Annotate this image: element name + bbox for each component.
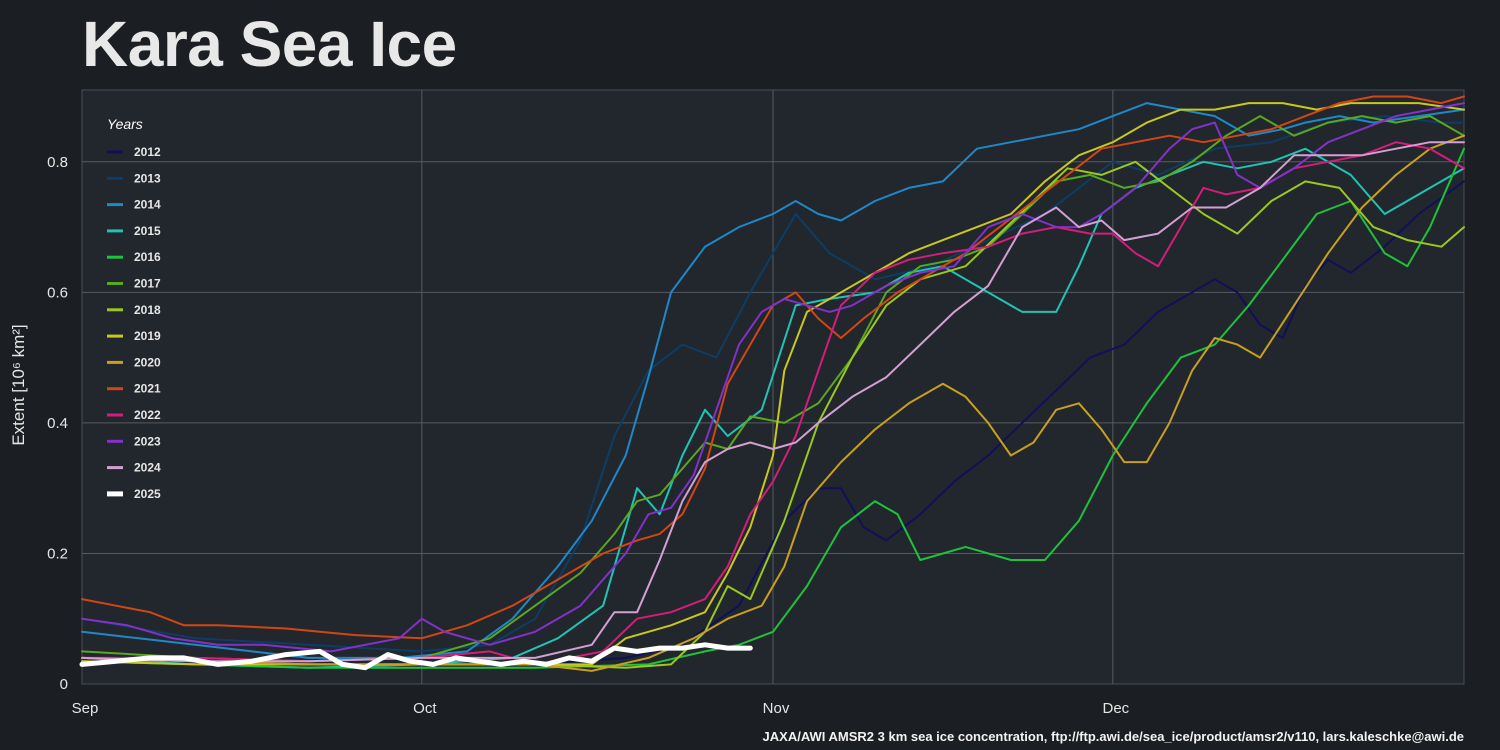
series-line-2023 (81, 102, 1465, 653)
x-tick-label: Dec (1102, 700, 1129, 717)
source-footer: JAXA/AWI AMSR2 3 km sea ice concentratio… (762, 729, 1464, 744)
legend-item-2025[interactable]: 2025 (107, 487, 161, 501)
x-axis-ticks: Sep Oct Nov Dec (72, 700, 1130, 717)
legend-item-2023[interactable]: 2023 (107, 434, 161, 448)
legend-title: Years (107, 116, 143, 132)
legend-item-2020[interactable]: 2020 (107, 355, 161, 369)
legend-item-2019[interactable]: 2019 (107, 329, 161, 343)
series-line-2018 (81, 160, 1465, 669)
legend-label: 2025 (134, 487, 161, 501)
gridlines (82, 90, 1464, 684)
legend-label: 2015 (134, 224, 161, 238)
y-tick-label: 0.4 (47, 415, 68, 432)
x-tick-label: Nov (763, 700, 790, 717)
legend-label: 2019 (134, 329, 161, 343)
chart-title: Kara Sea Ice (82, 8, 457, 80)
legend-item-2017[interactable]: 2017 (107, 277, 161, 291)
legend-item-2021[interactable]: 2021 (107, 382, 161, 396)
legend-label: 2013 (134, 171, 161, 185)
y-tick-label: 0 (60, 676, 68, 693)
legend-item-2024[interactable]: 2024 (107, 461, 161, 475)
legend-label: 2016 (134, 250, 161, 264)
y-tick-label: 0.8 (47, 154, 68, 171)
series-line-2013 (81, 115, 1465, 653)
legend-item-2013[interactable]: 2013 (107, 171, 161, 185)
y-axis-label: Extent [10⁶ km²] (9, 324, 28, 445)
legend-label: 2014 (134, 198, 161, 212)
legend-label: 2022 (134, 408, 161, 422)
series-line-2024 (81, 141, 1465, 663)
legend-label: 2024 (134, 461, 161, 475)
legend[interactable]: Years 2012 2013 2014 2015 2016 2017 2018 2019 20… (107, 116, 161, 501)
legend-label: 2012 (134, 145, 161, 159)
legend-label: 2018 (134, 303, 161, 317)
series-line-2015 (81, 147, 1465, 669)
x-tick-label: Sep (72, 700, 99, 717)
legend-item-2014[interactable]: 2014 (107, 198, 161, 212)
legend-item-2016[interactable]: 2016 (107, 250, 161, 264)
y-tick-label: 0.2 (47, 545, 68, 562)
legend-item-2012[interactable]: 2012 (107, 145, 161, 159)
series-lines (79, 95, 1465, 672)
legend-label: 2017 (134, 277, 161, 291)
series-line-2020 (81, 134, 1465, 672)
series-line-2025 (79, 642, 753, 671)
legend-label: 2023 (134, 434, 161, 448)
y-tick-label: 0.6 (47, 284, 68, 301)
legend-label: 2020 (134, 355, 161, 369)
series-line-2014 (81, 102, 1465, 659)
series-line-2016 (81, 147, 1465, 669)
y-axis-ticks: 0 0.2 0.4 0.6 0.8 (47, 154, 68, 693)
legend-label: 2021 (134, 382, 161, 396)
legend-item-2015[interactable]: 2015 (107, 224, 161, 238)
series-line-2017 (81, 115, 1465, 663)
legend-item-2018[interactable]: 2018 (107, 303, 161, 317)
legend-item-2022[interactable]: 2022 (107, 408, 161, 422)
x-tick-label: Oct (413, 700, 437, 717)
